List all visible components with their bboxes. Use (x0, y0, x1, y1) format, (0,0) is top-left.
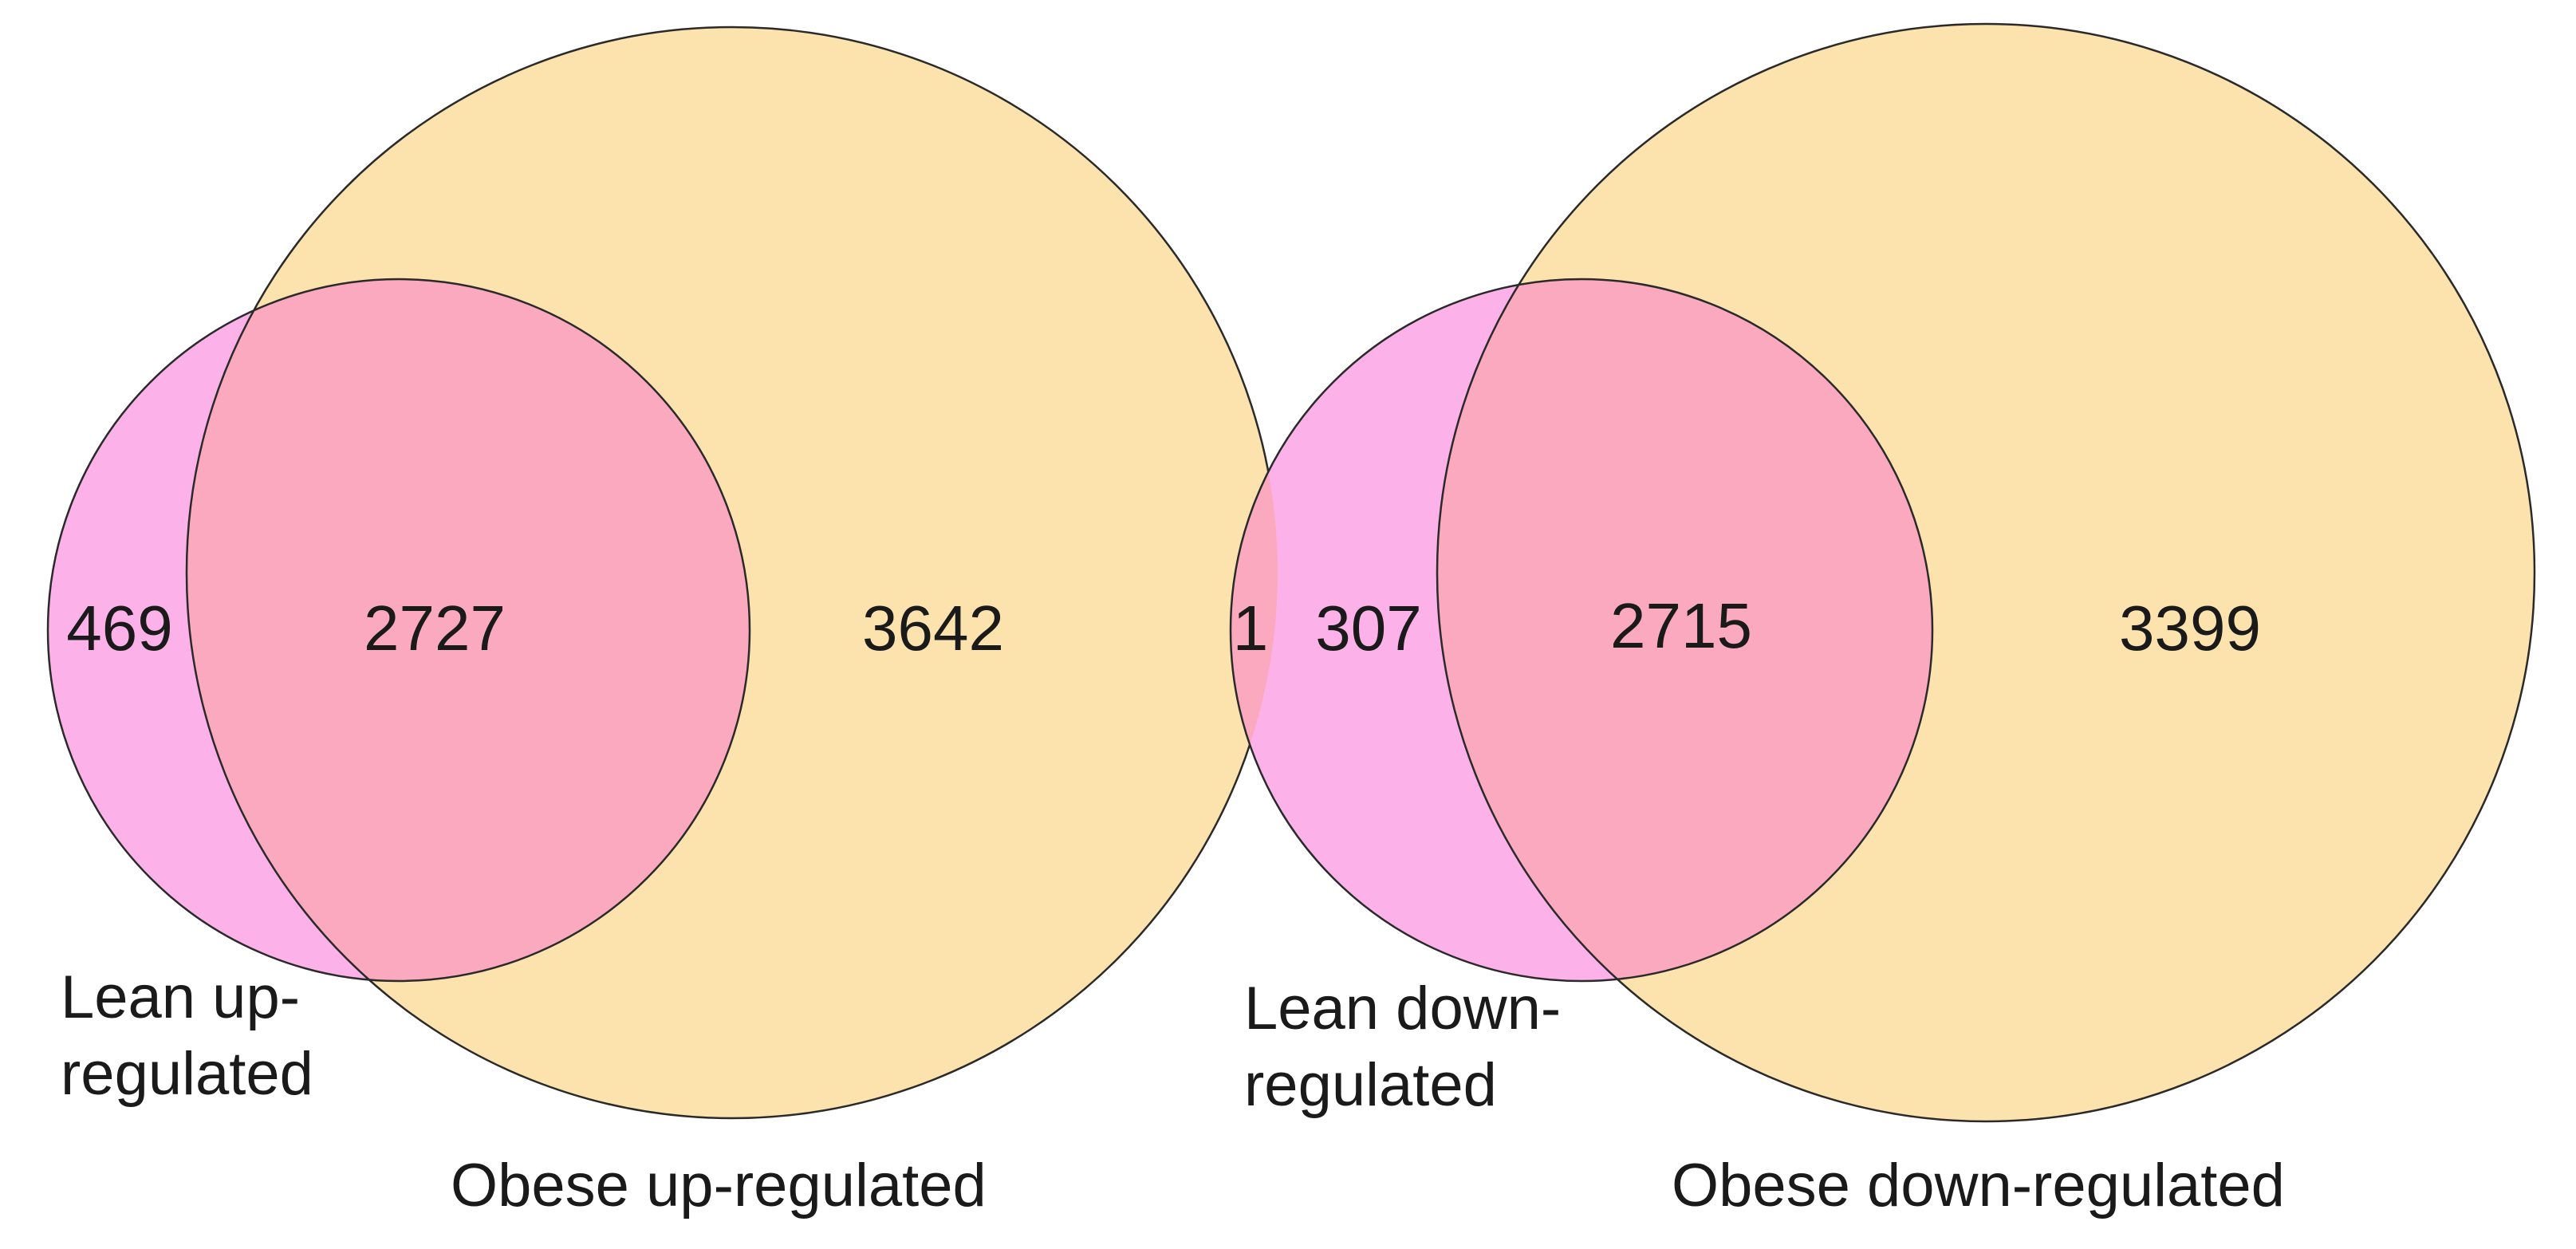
count-obese-down-only: 3399 (2119, 593, 2261, 664)
count-lean-down-only: 307 (1315, 593, 1421, 664)
label-lean-up-line2: regulated (61, 1040, 313, 1108)
label-obese-down: Obese down-regulated (1672, 1152, 2285, 1219)
count-obese-up-only: 3642 (862, 593, 1004, 664)
lean-up-outline (46, 278, 751, 983)
count-lean-up-only: 469 (66, 593, 172, 664)
count-cross-overlap: 1 (1233, 593, 1269, 664)
label-lean-up-line1: Lean up- (61, 963, 300, 1031)
label-obese-up: Obese up-regulated (451, 1152, 987, 1219)
label-lean-down-line2: regulated (1244, 1051, 1497, 1119)
venn-up-regulated (46, 26, 1279, 1120)
venn-down-regulated (1229, 22, 2536, 1123)
count-down-both: 2715 (1610, 590, 1752, 661)
label-lean-down-line1: Lean down- (1244, 975, 1561, 1042)
obese-down-outline (1436, 22, 2536, 1123)
count-up-both: 2727 (364, 593, 506, 664)
lean-down-outline (1229, 278, 1934, 983)
up-overlap-region (187, 279, 750, 981)
